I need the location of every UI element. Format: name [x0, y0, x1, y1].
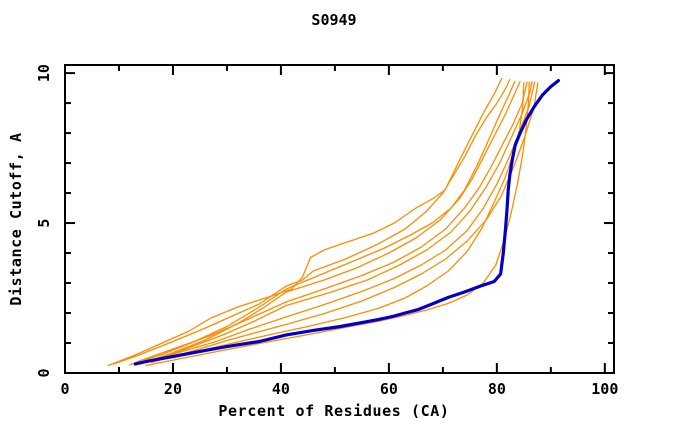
orange-model-3-line	[129, 80, 516, 366]
x-axis-title: Percent of Residues (CA)	[218, 402, 449, 420]
orange-model-8-line	[150, 82, 539, 364]
y-tick-label: 0	[35, 368, 53, 377]
y-axis-title: Distance Cutoff, A	[7, 132, 25, 305]
y-tick-label: 10	[35, 64, 53, 82]
x-tick-label: 100	[591, 380, 618, 398]
y-tick-label: 5	[35, 219, 53, 228]
series-lines	[107, 77, 561, 367]
orange-model-10-line	[145, 81, 530, 367]
orange-model-6-line	[145, 80, 533, 364]
chart-title: S0949	[311, 11, 356, 29]
x-tick-label: 80	[488, 380, 506, 398]
x-tick-label: 40	[272, 380, 290, 398]
orange-model-9-line	[139, 82, 525, 364]
plot-frame-box	[64, 64, 615, 374]
orange-model-7-line	[139, 81, 536, 365]
axis-ticks	[64, 65, 614, 374]
plot-frame	[64, 64, 615, 374]
blue-model-highlighted-line	[133, 78, 561, 366]
orange-model-5-line	[134, 81, 528, 364]
x-tick-label: 20	[164, 380, 182, 398]
orange-model-1-line	[107, 77, 503, 367]
tick-labels: 0 20 40 60 80 100 0 5 10	[35, 64, 618, 398]
x-tick-label: 0	[60, 380, 69, 398]
x-tick-label: 60	[380, 380, 398, 398]
orange-model-2-line	[112, 79, 511, 365]
